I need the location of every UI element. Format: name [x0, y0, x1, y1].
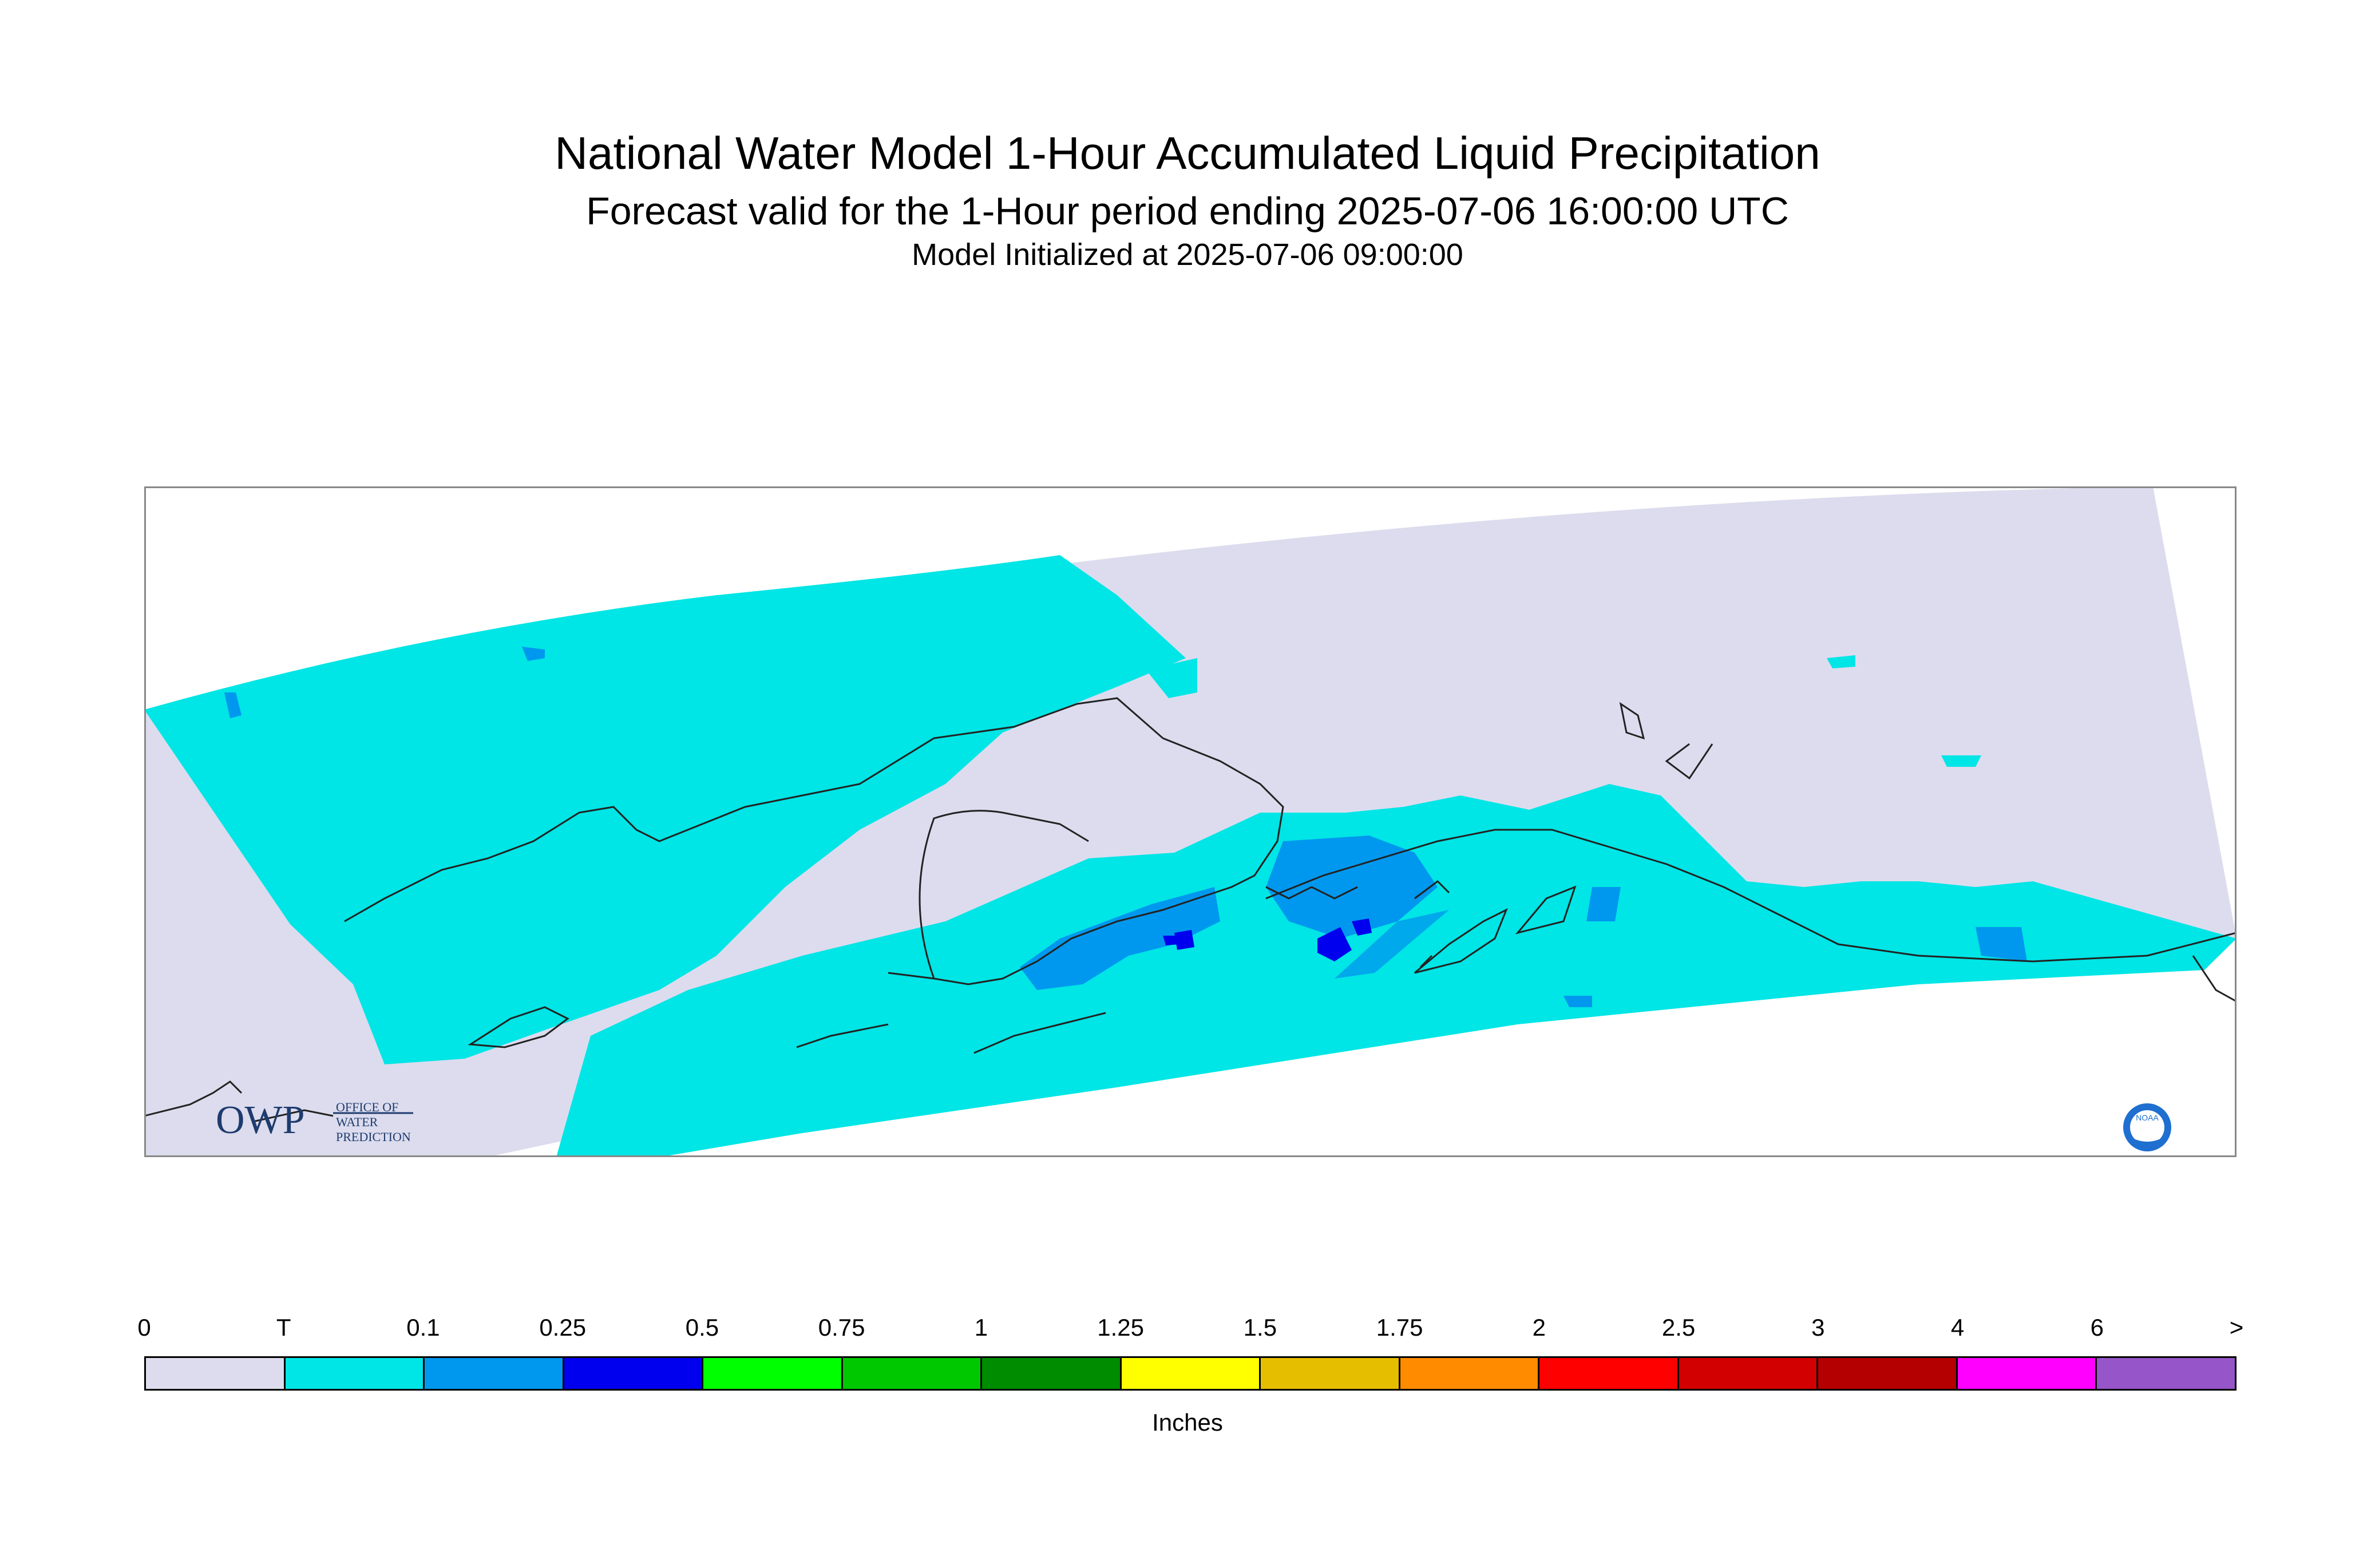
legend-tick-label: T	[276, 1314, 291, 1341]
legend-tick-label: 4	[1950, 1314, 1965, 1341]
owp-line-1: OFFICE OF	[336, 1100, 398, 1114]
legend-swatch	[1121, 1358, 1261, 1389]
owp-line-3: PREDICTION	[336, 1130, 411, 1144]
chart-title: National Water Model 1-Hour Accumulated …	[555, 128, 1820, 179]
color-legend-bar	[144, 1356, 2237, 1391]
coastline	[144, 697, 2237, 1123]
legend-units: Inches	[1152, 1409, 1223, 1436]
noaa-text: NOAA	[2136, 1113, 2159, 1122]
model-init-text: Model Initialized at 2025-07-06 09:00:00	[912, 237, 1463, 272]
legend-swatch	[982, 1358, 1122, 1389]
legend-tick-label: 1	[974, 1314, 988, 1341]
legend-swatch	[1261, 1358, 1400, 1389]
owp-letters: OWP	[216, 1098, 305, 1142]
legend-swatch	[703, 1358, 843, 1389]
legend-tick-label: 0.25	[539, 1314, 587, 1341]
legend-swatch	[2097, 1358, 2235, 1389]
legend-tick-label: 1.5	[1243, 1314, 1277, 1341]
legend-tick-label: 0.1	[406, 1314, 440, 1341]
precipitation-map: OWP OFFICE OF WATER PREDICTION NOAA	[144, 486, 2237, 1157]
legend-tick-label: 2	[1532, 1314, 1546, 1341]
legend-swatch	[285, 1358, 425, 1389]
legend-swatch	[564, 1358, 704, 1389]
precip-trace-area	[144, 555, 2237, 1157]
legend-swatch	[146, 1358, 286, 1389]
legend-tick-label: 1.75	[1376, 1314, 1423, 1341]
legend-swatch	[1818, 1358, 1958, 1389]
legend-tick-label: 1.25	[1097, 1314, 1144, 1341]
legend-swatch	[425, 1358, 564, 1389]
owp-logo: OWP OFFICE OF WATER PREDICTION	[216, 1098, 413, 1144]
legend-swatch	[1539, 1358, 1679, 1389]
legend-tick-label: 6	[2090, 1314, 2104, 1341]
legend-tick-label: 0.75	[818, 1314, 865, 1341]
legend-tick-label: >	[2229, 1314, 2244, 1341]
legend-tick-label: 0	[137, 1314, 151, 1341]
legend-tick-label: 0.5	[685, 1314, 719, 1341]
legend-swatch	[1400, 1358, 1540, 1389]
legend-swatch	[1679, 1358, 1819, 1389]
legend-swatch	[842, 1358, 983, 1389]
precip-moderate-area	[1163, 918, 1372, 961]
noaa-logo: NOAA	[2123, 1103, 2171, 1151]
legend-swatch	[1957, 1358, 2097, 1389]
legend-labels: 0 T 0.1 0.25 0.5 0.75 1 1.25 1.5 1.75 2 2.5 3 4 6 >	[0, 1314, 2375, 1348]
owp-line-2: WATER	[336, 1115, 378, 1129]
chart-subtitle: Forecast valid for the 1-Hour period end…	[586, 189, 1789, 233]
legend-tick-label: 3	[1811, 1314, 1825, 1341]
legend-tick-label: 2.5	[1661, 1314, 1696, 1341]
